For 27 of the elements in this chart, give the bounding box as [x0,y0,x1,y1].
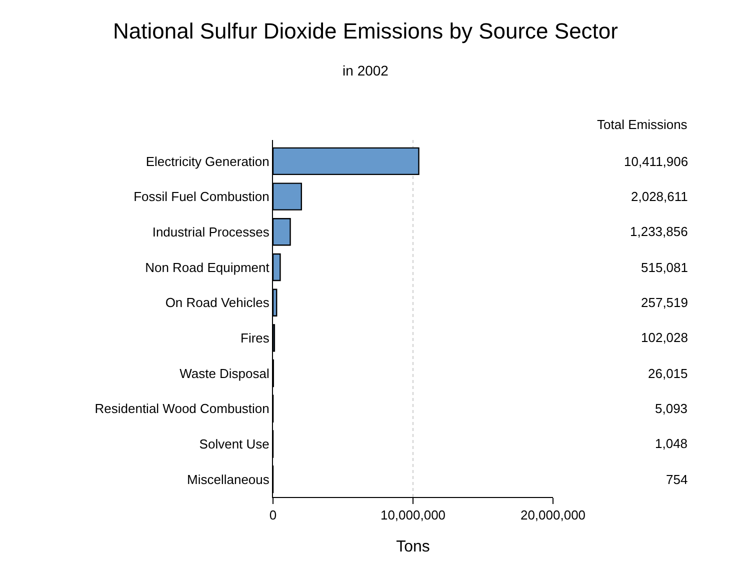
data-label: 2,028,611 [631,189,688,204]
chart-title: National Sulfur Dioxide Emissions by Source Sector [112,18,618,44]
y-tick-label: Solvent Use [199,436,270,452]
data-label: 1,048 [655,436,688,451]
y-tick-label: Electricity Generation [146,154,270,169]
y-tick-label: Waste Disposal [180,366,270,381]
x-axis-title: Tons [396,538,430,556]
data-label: 515,081 [641,260,688,275]
y-tick-label: Residential Wood Combustion [94,401,270,416]
y-tick-label: Non Road Equipment [145,260,270,275]
text: Total Emissions [597,117,688,132]
data-label: 257,519 [641,295,688,310]
x-tick-label: 10,000,000 [380,508,446,523]
data-label: 1,233,856 [630,224,688,239]
y-tick-label: Industrial Processes [152,224,270,240]
x-tick-label: 20,000,000 [520,508,586,523]
data-label: 754 [666,472,688,487]
y-tick-label: On Road Vehicles [165,295,270,310]
y-tick-label: Fires [240,330,270,346]
x-tick-label: 0 [269,508,277,523]
chart-subtitle: in 2002 [342,62,389,79]
data-label: 102,028 [641,330,688,345]
data-label: 10,411,906 [624,154,688,169]
y-tick-label: Fossil Fuel Combustion [134,189,270,204]
y-tick-label: Miscellaneous [187,472,270,487]
data-label: 26,015 [648,366,688,381]
data-label: 5,093 [655,401,688,416]
